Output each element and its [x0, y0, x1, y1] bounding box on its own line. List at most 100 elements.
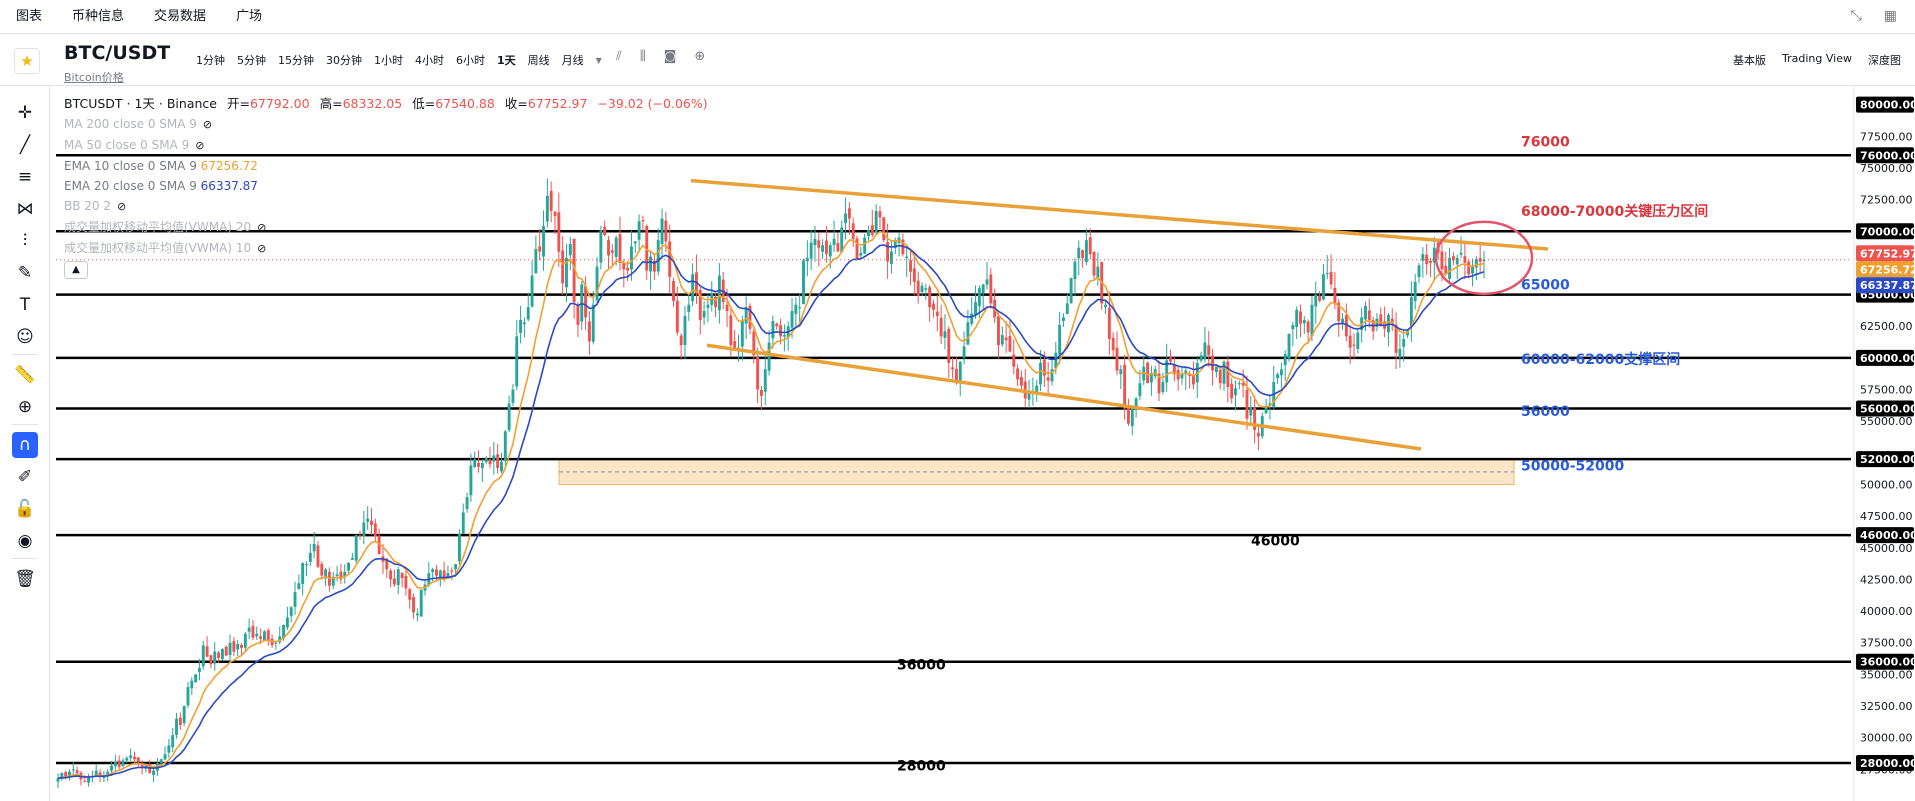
- symbol-name[interactable]: BTC/USDT: [64, 42, 171, 64]
- tab-trade-data[interactable]: 交易数据: [154, 8, 207, 24]
- candle: [243, 633, 247, 648]
- toolbar-divider: [12, 558, 38, 559]
- interval-1h[interactable]: 1小时: [374, 54, 403, 67]
- add-icon[interactable]: ⊕: [694, 49, 706, 64]
- candle: [190, 680, 194, 689]
- interval-1w[interactable]: 周线: [527, 54, 550, 67]
- y-tick-label: 37500.00: [1860, 637, 1913, 650]
- tab-square[interactable]: 广场: [236, 8, 263, 24]
- interval-4h[interactable]: 4小时: [415, 54, 444, 67]
- view-basic[interactable]: 基本版: [1733, 54, 1767, 67]
- candle: [1253, 407, 1257, 431]
- candle-type-icon[interactable]: ⫼: [639, 49, 646, 64]
- lock-icon[interactable]: 🔓: [14, 499, 36, 519]
- candle: [863, 237, 867, 254]
- legend-ma200[interactable]: MA 200 close 0 SMA 9 ⊘: [64, 114, 708, 135]
- ruler-icon[interactable]: 📏: [14, 365, 36, 385]
- candle: [874, 211, 878, 233]
- legend-bb[interactable]: BB 20 2 ⊘: [64, 196, 708, 217]
- candle: [997, 316, 1000, 346]
- view-tradingview[interactable]: Trading View: [1782, 52, 1852, 65]
- interval-5m[interactable]: 5分钟: [237, 54, 266, 67]
- legend-vwma10[interactable]: 成交量加权移动平均值(VWMA) 10 ⊘: [64, 238, 708, 259]
- tab-chart[interactable]: 图表: [16, 8, 43, 24]
- candle: [928, 287, 932, 308]
- text-icon[interactable]: T: [19, 295, 31, 315]
- candle: [484, 457, 488, 463]
- pattern-icon[interactable]: ⋈: [16, 199, 34, 219]
- eye-icon[interactable]: ◉: [17, 531, 33, 551]
- candle: [557, 212, 561, 252]
- candle: [844, 213, 848, 224]
- price-badge: [1856, 245, 1914, 262]
- interval-1m[interactable]: 1分钟: [196, 54, 225, 67]
- fib-icon[interactable]: ⫶: [22, 231, 28, 251]
- legend-ma50[interactable]: MA 50 close 0 SMA 9 ⊘: [64, 135, 708, 156]
- lock-drawing-icon[interactable]: ✐: [17, 467, 33, 487]
- candle: [568, 243, 572, 256]
- candle: [488, 459, 492, 465]
- view-depth[interactable]: 深度图: [1868, 54, 1901, 67]
- candle: [1256, 432, 1260, 437]
- emoji-icon[interactable]: ☺: [16, 327, 34, 347]
- indicator-icon[interactable]: ⫽: [616, 49, 622, 64]
- candle: [1390, 318, 1394, 323]
- candle: [920, 285, 924, 292]
- candle: [335, 574, 339, 577]
- legend-collapse-button[interactable]: ▲: [64, 261, 88, 279]
- candle: [867, 230, 870, 237]
- candle: [496, 454, 500, 469]
- candle: [878, 211, 882, 218]
- candle: [1146, 362, 1150, 384]
- eye-off-icon: ⊘: [195, 139, 205, 152]
- interval-30m[interactable]: 30分钟: [326, 54, 362, 67]
- horizontal-lines-icon[interactable]: ≡: [17, 167, 33, 187]
- candle: [1077, 247, 1081, 259]
- trash-icon[interactable]: 🗑: [14, 569, 36, 589]
- legend-vwma20[interactable]: 成交量加权移动平均值(VWMA) 20 ⊘: [64, 217, 708, 238]
- candle: [473, 459, 477, 467]
- legend-ema10[interactable]: EMA 10 close 0 SMA 9 67256.72: [64, 159, 258, 173]
- candle: [98, 772, 102, 776]
- candle: [1107, 307, 1111, 339]
- candle: [278, 636, 282, 643]
- trend-line-icon[interactable]: ╱: [19, 135, 31, 155]
- star-icon[interactable]: ★: [14, 48, 40, 74]
- symbol-toolbar: ★ BTC/USDT Bitcoin价格 1分钟 5分钟 15分钟 30分钟 1…: [0, 34, 1915, 86]
- candle: [649, 256, 653, 272]
- interval-15m[interactable]: 15分钟: [278, 54, 314, 67]
- symbol-subtitle[interactable]: Bitcoin价格: [64, 71, 124, 84]
- candle: [782, 335, 786, 337]
- collapse-icon[interactable]: ⤡: [1850, 8, 1862, 24]
- candle: [106, 771, 110, 776]
- legend-high: 68332.05: [342, 96, 403, 111]
- interval-6h[interactable]: 6小时: [456, 54, 485, 67]
- magnet-icon[interactable]: ∩: [12, 432, 38, 458]
- layout-icon[interactable]: ▦: [1883, 8, 1897, 24]
- interval-1mo[interactable]: 月线: [561, 54, 584, 67]
- price-chart[interactable]: 76000 68000-70000关键压力区间 65000 60000-62000支撑…: [56, 86, 1915, 801]
- candle: [790, 311, 794, 328]
- candle: [626, 267, 630, 271]
- tab-coin-info[interactable]: 币种信息: [72, 8, 125, 24]
- zoom-in-icon[interactable]: ⊕: [17, 397, 33, 417]
- crosshair-icon[interactable]: ✛: [17, 103, 33, 123]
- candle: [966, 322, 970, 345]
- camera-icon[interactable]: ◙: [663, 49, 677, 64]
- candle: [152, 770, 156, 775]
- candle: [1421, 254, 1425, 261]
- candle: [981, 284, 985, 294]
- brush-icon[interactable]: ✎: [17, 263, 33, 283]
- y-tick-label: 47500.00: [1860, 510, 1913, 523]
- candle: [1084, 240, 1088, 262]
- legend-ema20[interactable]: EMA 20 close 0 SMA 9 66337.87: [64, 179, 258, 193]
- interval-1d[interactable]: 1天: [497, 54, 516, 67]
- candle: [717, 275, 721, 311]
- chevron-down-icon[interactable]: ▼: [595, 55, 602, 65]
- candle: [813, 238, 817, 246]
- candle: [83, 781, 87, 783]
- ema20-line: [57, 244, 1485, 779]
- candle: [1429, 260, 1432, 263]
- candle: [259, 636, 263, 639]
- candle: [389, 570, 393, 580]
